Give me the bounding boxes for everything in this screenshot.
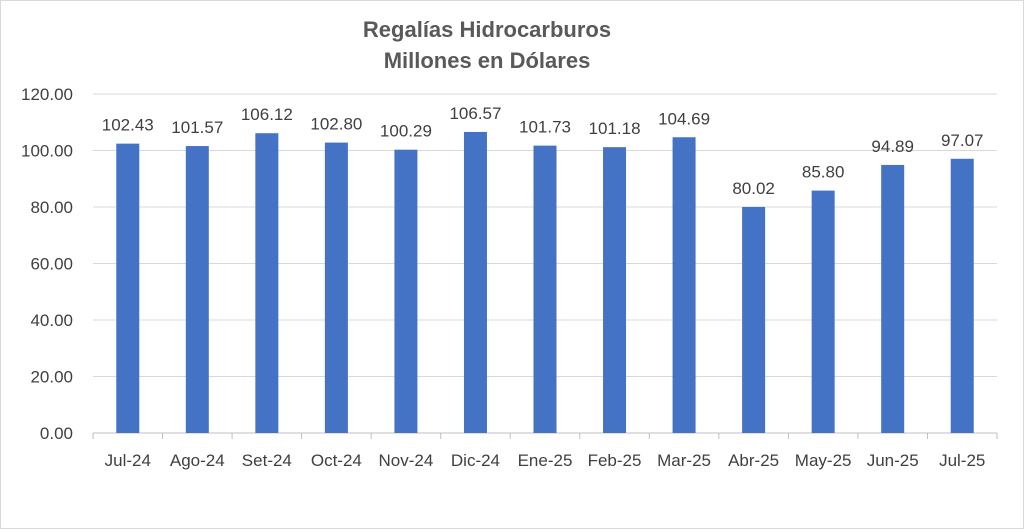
bar [255,133,279,433]
data-label: 102.43 [102,116,154,135]
bar [394,149,418,433]
chart-subtitle: Millones en Dólares [383,48,591,73]
bar [950,158,974,433]
chart-title-block: Regalías Hidrocarburos Millones en Dólar… [0,14,974,76]
data-label: 106.12 [241,105,293,124]
y-tick-label: 120.00 [21,85,73,104]
data-label: 80.02 [732,179,775,198]
data-label: 102.80 [310,115,362,134]
x-tick-label: Jun-25 [867,451,919,470]
chart-title: Regalías Hidrocarburos [362,17,612,42]
x-tick-label: Nov-24 [379,451,434,470]
x-tick-label: Set-24 [242,451,292,470]
x-tick-label: Abr-25 [728,451,779,470]
bar [324,142,348,433]
bar [463,131,487,433]
x-tick-label: Dic-24 [451,451,500,470]
x-tick-label: Jul-24 [105,451,151,470]
bars [116,131,974,434]
x-tick-label: Feb-25 [588,451,642,470]
x-tick-label: Oct-24 [311,451,362,470]
x-tick-label: Mar-25 [657,451,711,470]
data-label: 85.80 [802,163,845,182]
x-tick-label: Ago-24 [170,451,225,470]
y-tick-label: 60.00 [30,255,73,274]
bar [672,137,696,434]
data-label: 97.07 [941,131,984,150]
y-tick-label: 80.00 [30,198,73,217]
x-tick-label: Ene-25 [518,451,573,470]
data-label: 106.57 [449,104,501,123]
data-labels: 102.43 101.57 106.12 102.80 100.29 106.57 101.… [102,104,984,198]
data-label: 101.73 [519,118,571,137]
bar [881,164,905,434]
y-tick-label: 40.00 [30,311,73,330]
bar [603,147,627,433]
data-label: 101.57 [171,118,223,137]
x-axis: Jul-24 Ago-24 Set-24 Oct-24 Nov-24 Dic-24 Ene-… [92,433,998,470]
data-label: 101.18 [589,119,641,138]
data-label: 104.69 [658,109,710,128]
data-label: 94.89 [871,137,914,156]
data-label: 100.29 [380,122,432,141]
x-tick-label: Jul-25 [939,451,985,470]
bar [533,145,557,434]
bar [742,206,766,433]
bar [185,146,209,433]
y-tick-label: 20.00 [30,368,73,387]
bar [116,143,140,433]
y-axis-ticks: 0.00 20.00 40.00 60.00 80.00 100.00 120.00 [21,85,73,443]
bar [811,190,835,433]
y-tick-label: 100.00 [21,142,73,161]
y-tick-label: 0.00 [40,424,73,443]
x-tick-label: May-25 [795,451,852,470]
